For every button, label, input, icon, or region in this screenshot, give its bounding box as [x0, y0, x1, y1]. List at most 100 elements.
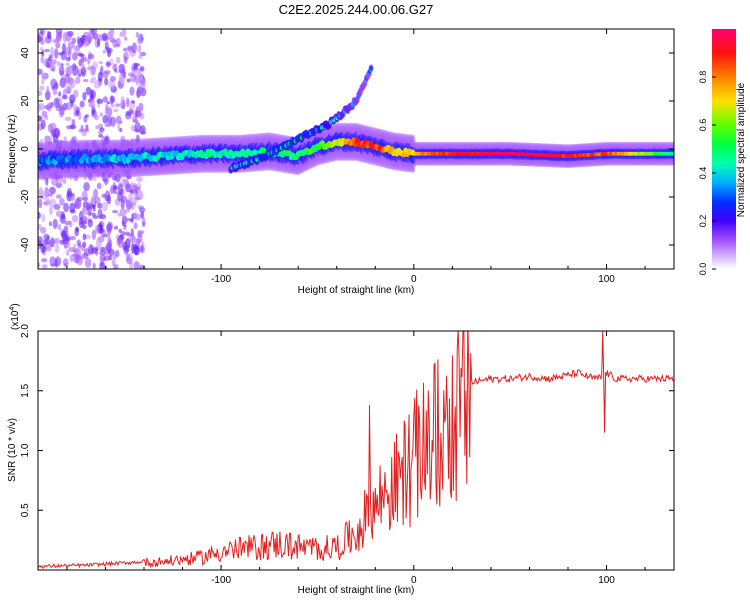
heatmap-noise-cell	[82, 207, 86, 214]
heatmap-noise-cell	[99, 127, 105, 132]
heatmap-noise-cell	[97, 208, 103, 219]
heatmap-noise-cell	[41, 60, 47, 65]
heatmap-noise-cell	[136, 71, 143, 82]
heatmap-noise-cell	[60, 50, 67, 61]
heatmap-secondary-core	[369, 66, 373, 71]
colorbar-tick-label: 0.4	[698, 167, 708, 180]
heatmap-noise-cell	[103, 176, 109, 186]
heatmap-noise-cell	[126, 217, 134, 222]
heatmap-noise-cell	[78, 59, 83, 67]
spectrogram-ytick-label: -40	[20, 237, 31, 252]
heatmap-noise-cell	[111, 210, 119, 214]
snr-panel: -100 0 100 0.5 1.0 1.5 2.0 Height of straight …	[7, 303, 675, 596]
heatmap-noise-cell	[72, 103, 77, 112]
colorbar-ticks: 0.0 0.2 0.4 0.6 0.8	[698, 71, 716, 275]
spectrogram-ytick-label: 20	[20, 95, 31, 107]
heatmap-noise-cell	[131, 68, 137, 75]
heatmap-noise-cell	[71, 118, 76, 126]
heatmap-noise-cell	[77, 37, 84, 48]
heatmap-noise-cell	[55, 33, 62, 42]
heatmap-noise-cell	[85, 86, 92, 96]
heatmap-noise-cell	[129, 196, 136, 205]
heatmap-noise-cell	[38, 211, 41, 220]
heatmap-noise-cell	[96, 182, 102, 190]
heatmap-noise-cell	[104, 41, 109, 50]
heatmap-noise-cell	[135, 31, 139, 38]
heatmap-noise-cell	[101, 193, 107, 198]
heatmap-noise-cell	[120, 230, 125, 236]
heatmap-noise-cell	[116, 56, 121, 64]
heatmap-noise-cell	[70, 196, 75, 202]
heatmap-noise-cell	[81, 215, 88, 225]
colorbar-tick-label: 0.6	[698, 119, 708, 132]
heatmap-noise-cell	[71, 214, 79, 223]
heatmap-noise-cell	[82, 78, 89, 83]
heatmap-noise-cell	[54, 256, 62, 267]
heatmap-noise-cell	[38, 102, 42, 113]
heatmap-noise-cell	[65, 84, 73, 92]
spectrogram-xlabel: Height of straight line (km)	[298, 285, 415, 296]
heatmap-noise-cell	[39, 46, 44, 52]
heatmap-noise-cell	[129, 86, 135, 96]
heatmap-noise-cell	[64, 116, 72, 122]
heatmap-noise-cell	[119, 208, 127, 217]
heatmap-noise-cell	[39, 139, 44, 143]
heatmap-noise-cell	[94, 224, 100, 235]
heatmap-noise-cell	[135, 106, 140, 117]
heatmap-noise-cell	[63, 240, 71, 249]
heatmap-noise-cell	[106, 194, 111, 205]
heatmap-noise-cell	[59, 77, 67, 88]
heatmap-noise-cell	[121, 215, 128, 225]
heatmap-noise-cell	[102, 95, 108, 104]
heatmap-noise-cell	[102, 49, 107, 54]
heatmap-noise-cell	[68, 246, 75, 253]
heatmap-noise-cell	[81, 62, 85, 73]
heatmap-noise-cell	[115, 43, 121, 47]
heatmap-noise-cell	[65, 62, 70, 67]
spectrogram-ytick-label: 0	[20, 146, 31, 152]
heatmap-noise-cell	[54, 237, 60, 245]
heatmap-noise-cell	[87, 53, 95, 60]
heatmap-noise-cell	[110, 104, 116, 108]
heatmap-noise-cell	[131, 100, 136, 104]
heatmap-noise-cell	[90, 194, 96, 206]
snr-ticks: -100 0 100 0.5 1.0 1.5 2.0	[20, 324, 674, 586]
heatmap-noise-cell	[38, 236, 44, 245]
heatmap-noise-cell	[135, 238, 142, 243]
heatmap-noise-cell	[48, 205, 53, 216]
heatmap-noise-cell	[112, 108, 119, 113]
heatmap-noise-cell	[124, 208, 131, 213]
heatmap-noise-cell	[46, 85, 50, 95]
heatmap-noise-cell	[124, 247, 130, 253]
heatmap-noise-cell	[94, 114, 99, 121]
heatmap-noise-cell	[48, 186, 56, 195]
heatmap-noise-cell	[120, 195, 128, 204]
heatmap-noise-cell	[78, 111, 82, 121]
heatmap-noise-cell	[131, 42, 137, 54]
heatmap-noise-cell	[114, 68, 118, 73]
colorbar-label: Normalized spectral amplitude	[736, 82, 747, 217]
heatmap-noise-cell	[136, 176, 143, 183]
spectrogram-xtick-label: -100	[211, 274, 231, 285]
heatmap-noise-cell	[82, 241, 87, 248]
heatmap-noise-cell	[60, 63, 64, 67]
colorbar-gradient	[712, 29, 736, 269]
heatmap-noise-cell	[97, 71, 103, 83]
heatmap-core-cell	[52, 159, 58, 166]
heatmap-noise-cell	[105, 60, 111, 68]
heatmap-noise-cell	[118, 228, 122, 234]
heatmap-noise-cell	[107, 49, 112, 58]
spectrogram-ticks: -100 0 100 -40 -20 0 20 40	[20, 29, 674, 285]
heatmap-noise-cell	[125, 110, 131, 116]
spectrogram-xtick-label: 0	[411, 274, 417, 285]
heatmap-noise-cell	[134, 63, 140, 67]
spectrogram-heatmap	[38, 29, 674, 269]
heatmap-noise-cell	[71, 63, 76, 70]
heatmap-noise-cell	[109, 75, 116, 82]
heatmap-noise-cell	[122, 47, 128, 52]
heatmap-noise-cell	[83, 182, 90, 192]
heatmap-noise-cell	[64, 73, 70, 84]
heatmap-noise-cell	[77, 73, 82, 78]
heatmap-noise-cell	[91, 76, 97, 81]
